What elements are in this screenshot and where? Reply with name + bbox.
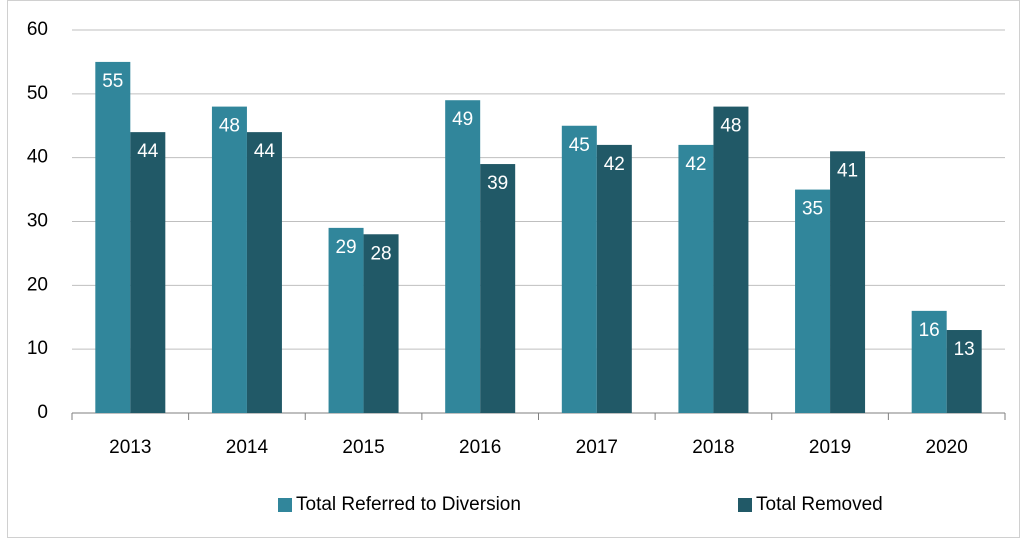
data-label: 16 xyxy=(919,320,940,341)
data-label: 44 xyxy=(137,141,159,162)
x-tick-label: 2016 xyxy=(459,437,501,458)
x-tick-label: 2018 xyxy=(692,437,734,458)
y-tick-label: 0 xyxy=(37,402,48,423)
data-label: 41 xyxy=(837,160,858,181)
bar xyxy=(130,132,166,413)
legend-label: Total Removed xyxy=(756,494,883,515)
data-label: 42 xyxy=(685,154,706,175)
y-tick-label: 30 xyxy=(27,211,48,232)
y-tick-label: 40 xyxy=(27,147,48,168)
data-label: 44 xyxy=(254,141,276,162)
legend-label: Total Referred to Diversion xyxy=(296,494,521,515)
x-tick-label: 2014 xyxy=(226,437,269,458)
bar xyxy=(830,151,866,414)
bar xyxy=(480,164,516,413)
legend-swatch xyxy=(278,498,292,512)
x-tick-label: 2013 xyxy=(109,437,151,458)
data-label: 48 xyxy=(720,116,741,137)
data-label: 35 xyxy=(802,199,823,220)
bar xyxy=(561,125,597,413)
bar xyxy=(95,61,131,414)
data-label: 42 xyxy=(604,154,625,175)
data-label: 49 xyxy=(452,109,473,130)
bar xyxy=(445,100,481,413)
bar xyxy=(911,310,947,413)
x-tick-label: 2015 xyxy=(342,437,384,458)
data-label: 39 xyxy=(487,173,508,194)
data-label: 48 xyxy=(219,116,240,137)
y-tick-label: 10 xyxy=(27,338,48,359)
bar xyxy=(328,227,364,413)
data-label: 28 xyxy=(370,243,391,264)
bar xyxy=(246,132,282,413)
bar xyxy=(363,234,399,413)
data-label: 45 xyxy=(569,135,590,156)
x-tick-label: 2020 xyxy=(926,437,968,458)
bar xyxy=(713,106,749,413)
y-tick-label: 20 xyxy=(27,274,48,295)
bar xyxy=(946,330,982,413)
bar xyxy=(596,144,632,413)
data-label: 55 xyxy=(102,71,123,92)
data-label: 13 xyxy=(954,339,975,360)
y-tick-label: 50 xyxy=(27,83,48,104)
bar xyxy=(678,144,714,413)
legend-swatch xyxy=(738,498,752,512)
data-label: 29 xyxy=(335,237,356,258)
bar xyxy=(211,106,247,413)
x-tick-label: 2019 xyxy=(809,437,851,458)
y-tick-label: 60 xyxy=(27,19,48,40)
bar xyxy=(795,189,831,413)
x-tick-label: 2017 xyxy=(576,437,618,458)
